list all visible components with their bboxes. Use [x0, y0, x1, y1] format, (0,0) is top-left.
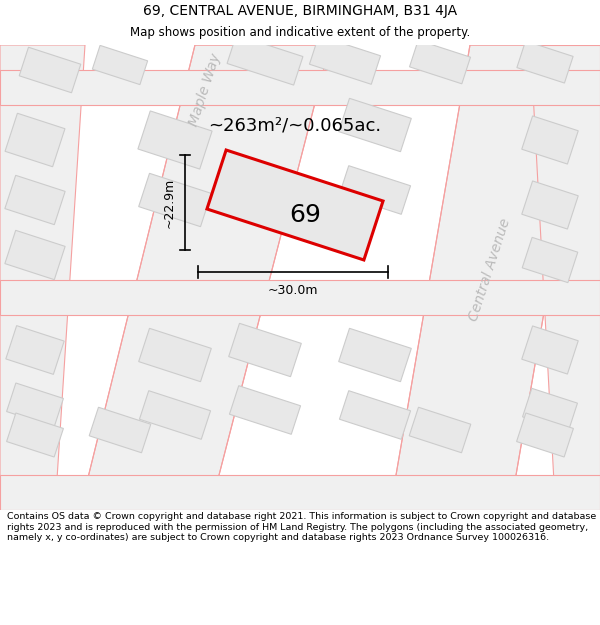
- Polygon shape: [522, 326, 578, 374]
- Polygon shape: [138, 111, 212, 169]
- Polygon shape: [390, 45, 590, 510]
- Polygon shape: [522, 116, 578, 164]
- Polygon shape: [92, 46, 148, 84]
- Text: 69, CENTRAL AVENUE, BIRMINGHAM, B31 4JA: 69, CENTRAL AVENUE, BIRMINGHAM, B31 4JA: [143, 4, 457, 18]
- Text: 69: 69: [289, 203, 321, 227]
- Polygon shape: [0, 45, 85, 510]
- Polygon shape: [338, 328, 412, 382]
- Polygon shape: [7, 383, 64, 427]
- Text: Contains OS data © Crown copyright and database right 2021. This information is : Contains OS data © Crown copyright and d…: [7, 512, 596, 542]
- Polygon shape: [229, 386, 301, 434]
- Polygon shape: [0, 70, 600, 105]
- Polygon shape: [227, 35, 303, 85]
- Polygon shape: [139, 391, 211, 439]
- Polygon shape: [517, 413, 574, 457]
- Text: ~22.9m: ~22.9m: [163, 177, 176, 227]
- Polygon shape: [80, 45, 330, 510]
- Polygon shape: [207, 150, 383, 260]
- Polygon shape: [5, 231, 65, 279]
- Polygon shape: [6, 326, 64, 374]
- Text: Central Avenue: Central Avenue: [467, 217, 513, 323]
- Polygon shape: [517, 41, 573, 83]
- Text: ~30.0m: ~30.0m: [268, 284, 318, 296]
- Polygon shape: [0, 475, 600, 510]
- Polygon shape: [340, 166, 410, 214]
- Text: Maple Way: Maple Way: [187, 52, 223, 128]
- Polygon shape: [522, 238, 578, 282]
- Text: Map shows position and indicative extent of the property.: Map shows position and indicative extent…: [130, 26, 470, 39]
- Polygon shape: [410, 40, 470, 84]
- Polygon shape: [530, 45, 600, 510]
- Polygon shape: [19, 48, 81, 92]
- Polygon shape: [5, 113, 65, 167]
- Polygon shape: [139, 328, 211, 382]
- Polygon shape: [310, 36, 380, 84]
- Polygon shape: [7, 413, 64, 457]
- Polygon shape: [5, 176, 65, 224]
- Polygon shape: [522, 181, 578, 229]
- Polygon shape: [0, 280, 600, 315]
- Polygon shape: [229, 323, 301, 377]
- Polygon shape: [338, 98, 412, 152]
- Polygon shape: [409, 408, 471, 452]
- Polygon shape: [340, 391, 410, 439]
- Polygon shape: [89, 408, 151, 452]
- Polygon shape: [523, 388, 577, 432]
- Text: ~263m²/~0.065ac.: ~263m²/~0.065ac.: [208, 116, 382, 134]
- Polygon shape: [139, 173, 211, 227]
